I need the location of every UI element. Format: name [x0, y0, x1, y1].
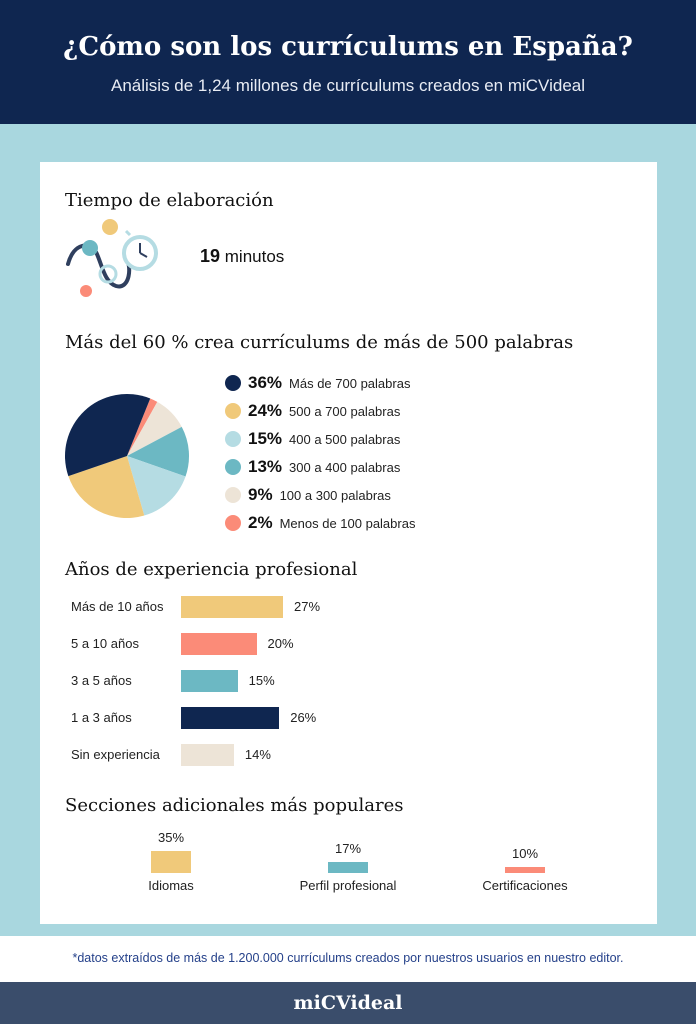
experience-bar	[181, 633, 257, 655]
pie-slice-2	[127, 456, 186, 516]
legend-dot	[225, 403, 241, 419]
page-title: ¿Cómo son los currículums en España?	[63, 32, 633, 62]
legend-label: 100 a 300 palabras	[279, 487, 391, 503]
section-label: Certificaciones	[482, 878, 568, 893]
legend-percent: 9%	[248, 485, 273, 504]
experience-label: Más de 10 años	[71, 599, 164, 614]
legend-item: 15% 400 a 500 palabras	[225, 428, 400, 450]
experience-bar	[181, 707, 280, 729]
legend-item: 24% 500 a 700 palabras	[225, 400, 400, 422]
section-bar	[328, 862, 368, 873]
section-item: 35% Idiomas	[91, 0, 251, 893]
experience-bar	[181, 744, 234, 766]
sections-section-title: Secciones adicionales más populares	[65, 795, 404, 816]
pie-slice-3	[127, 426, 189, 477]
legend-label: 500 a 700 palabras	[289, 403, 401, 419]
legend-dot	[225, 515, 241, 531]
section-bar	[505, 866, 545, 873]
legend-label: Menos de 100 palabras	[279, 515, 416, 531]
header: ¿Cómo son los currículums en España? Aná…	[0, 0, 696, 124]
legend-percent: 15%	[248, 429, 283, 448]
legend-label: Más de 700 palabras	[289, 375, 411, 391]
experience-section-title: Años de experiencia profesional	[65, 559, 358, 580]
experience-value: 26%	[290, 710, 317, 725]
legend-percent: 13%	[248, 457, 283, 476]
time-section-title: Tiempo de elaboración	[65, 190, 274, 211]
time-value: 19 minutos	[200, 246, 285, 266]
experience-value: 27%	[294, 599, 321, 614]
experience-bar	[181, 596, 283, 618]
legend-percent: 2%	[248, 513, 273, 532]
words-section-title: Más del 60 % crea currículums de más de …	[65, 332, 574, 353]
experience-label: 3 a 5 años	[71, 673, 132, 688]
experience-value: 20%	[267, 636, 294, 651]
legend-item: 2% Menos de 100 palabras	[225, 512, 415, 534]
legend-label: 400 a 500 palabras	[289, 431, 401, 447]
legend-dot	[225, 487, 241, 503]
footer-brand: miCVideal	[293, 992, 403, 1014]
legend-dot	[225, 375, 241, 391]
page-subtitle: Análisis de 1,24 millones de currículums…	[110, 76, 586, 95]
words-pie-chart	[65, 394, 189, 518]
pie-slice-4	[127, 401, 182, 456]
footer: miCVideal	[0, 982, 696, 1024]
footnote: *datos extraídos de más de 1.200.000 cur…	[72, 951, 624, 965]
legend-percent: 36%	[248, 373, 283, 392]
experience-label: Sin experiencia	[71, 747, 160, 762]
legend-label: 300 a 400 palabras	[289, 459, 401, 475]
legend-percent: 24%	[248, 401, 283, 420]
section-label: Perfil profesional	[299, 878, 397, 893]
legend-item: 9% 100 a 300 palabras	[225, 484, 391, 506]
experience-value: 14%	[244, 747, 271, 762]
experience-label: 5 a 10 años	[71, 636, 139, 651]
legend-item: 36% Más de 700 palabras	[225, 372, 410, 394]
legend-dot	[225, 459, 241, 475]
section-value: 35%	[157, 830, 185, 845]
experience-label: 1 a 3 años	[71, 710, 132, 725]
section-value: 17%	[334, 841, 362, 857]
section-value: 10%	[511, 845, 539, 861]
section-item: 10% Certificaciones	[445, 0, 605, 893]
legend-item: 13% 300 a 400 palabras	[225, 456, 400, 478]
pie-slice-5	[127, 398, 158, 456]
section-item: 17% Perfil profesional	[268, 0, 428, 893]
section-label: Idiomas	[148, 878, 194, 893]
timer-illustration-icon	[66, 219, 158, 297]
experience-bar	[181, 670, 238, 692]
experience-value: 15%	[248, 673, 275, 688]
content-card	[40, 162, 657, 924]
legend-dot	[225, 431, 241, 447]
pie-slice-1	[68, 456, 145, 518]
pie-slice-0	[65, 394, 151, 477]
section-bar	[151, 851, 191, 873]
